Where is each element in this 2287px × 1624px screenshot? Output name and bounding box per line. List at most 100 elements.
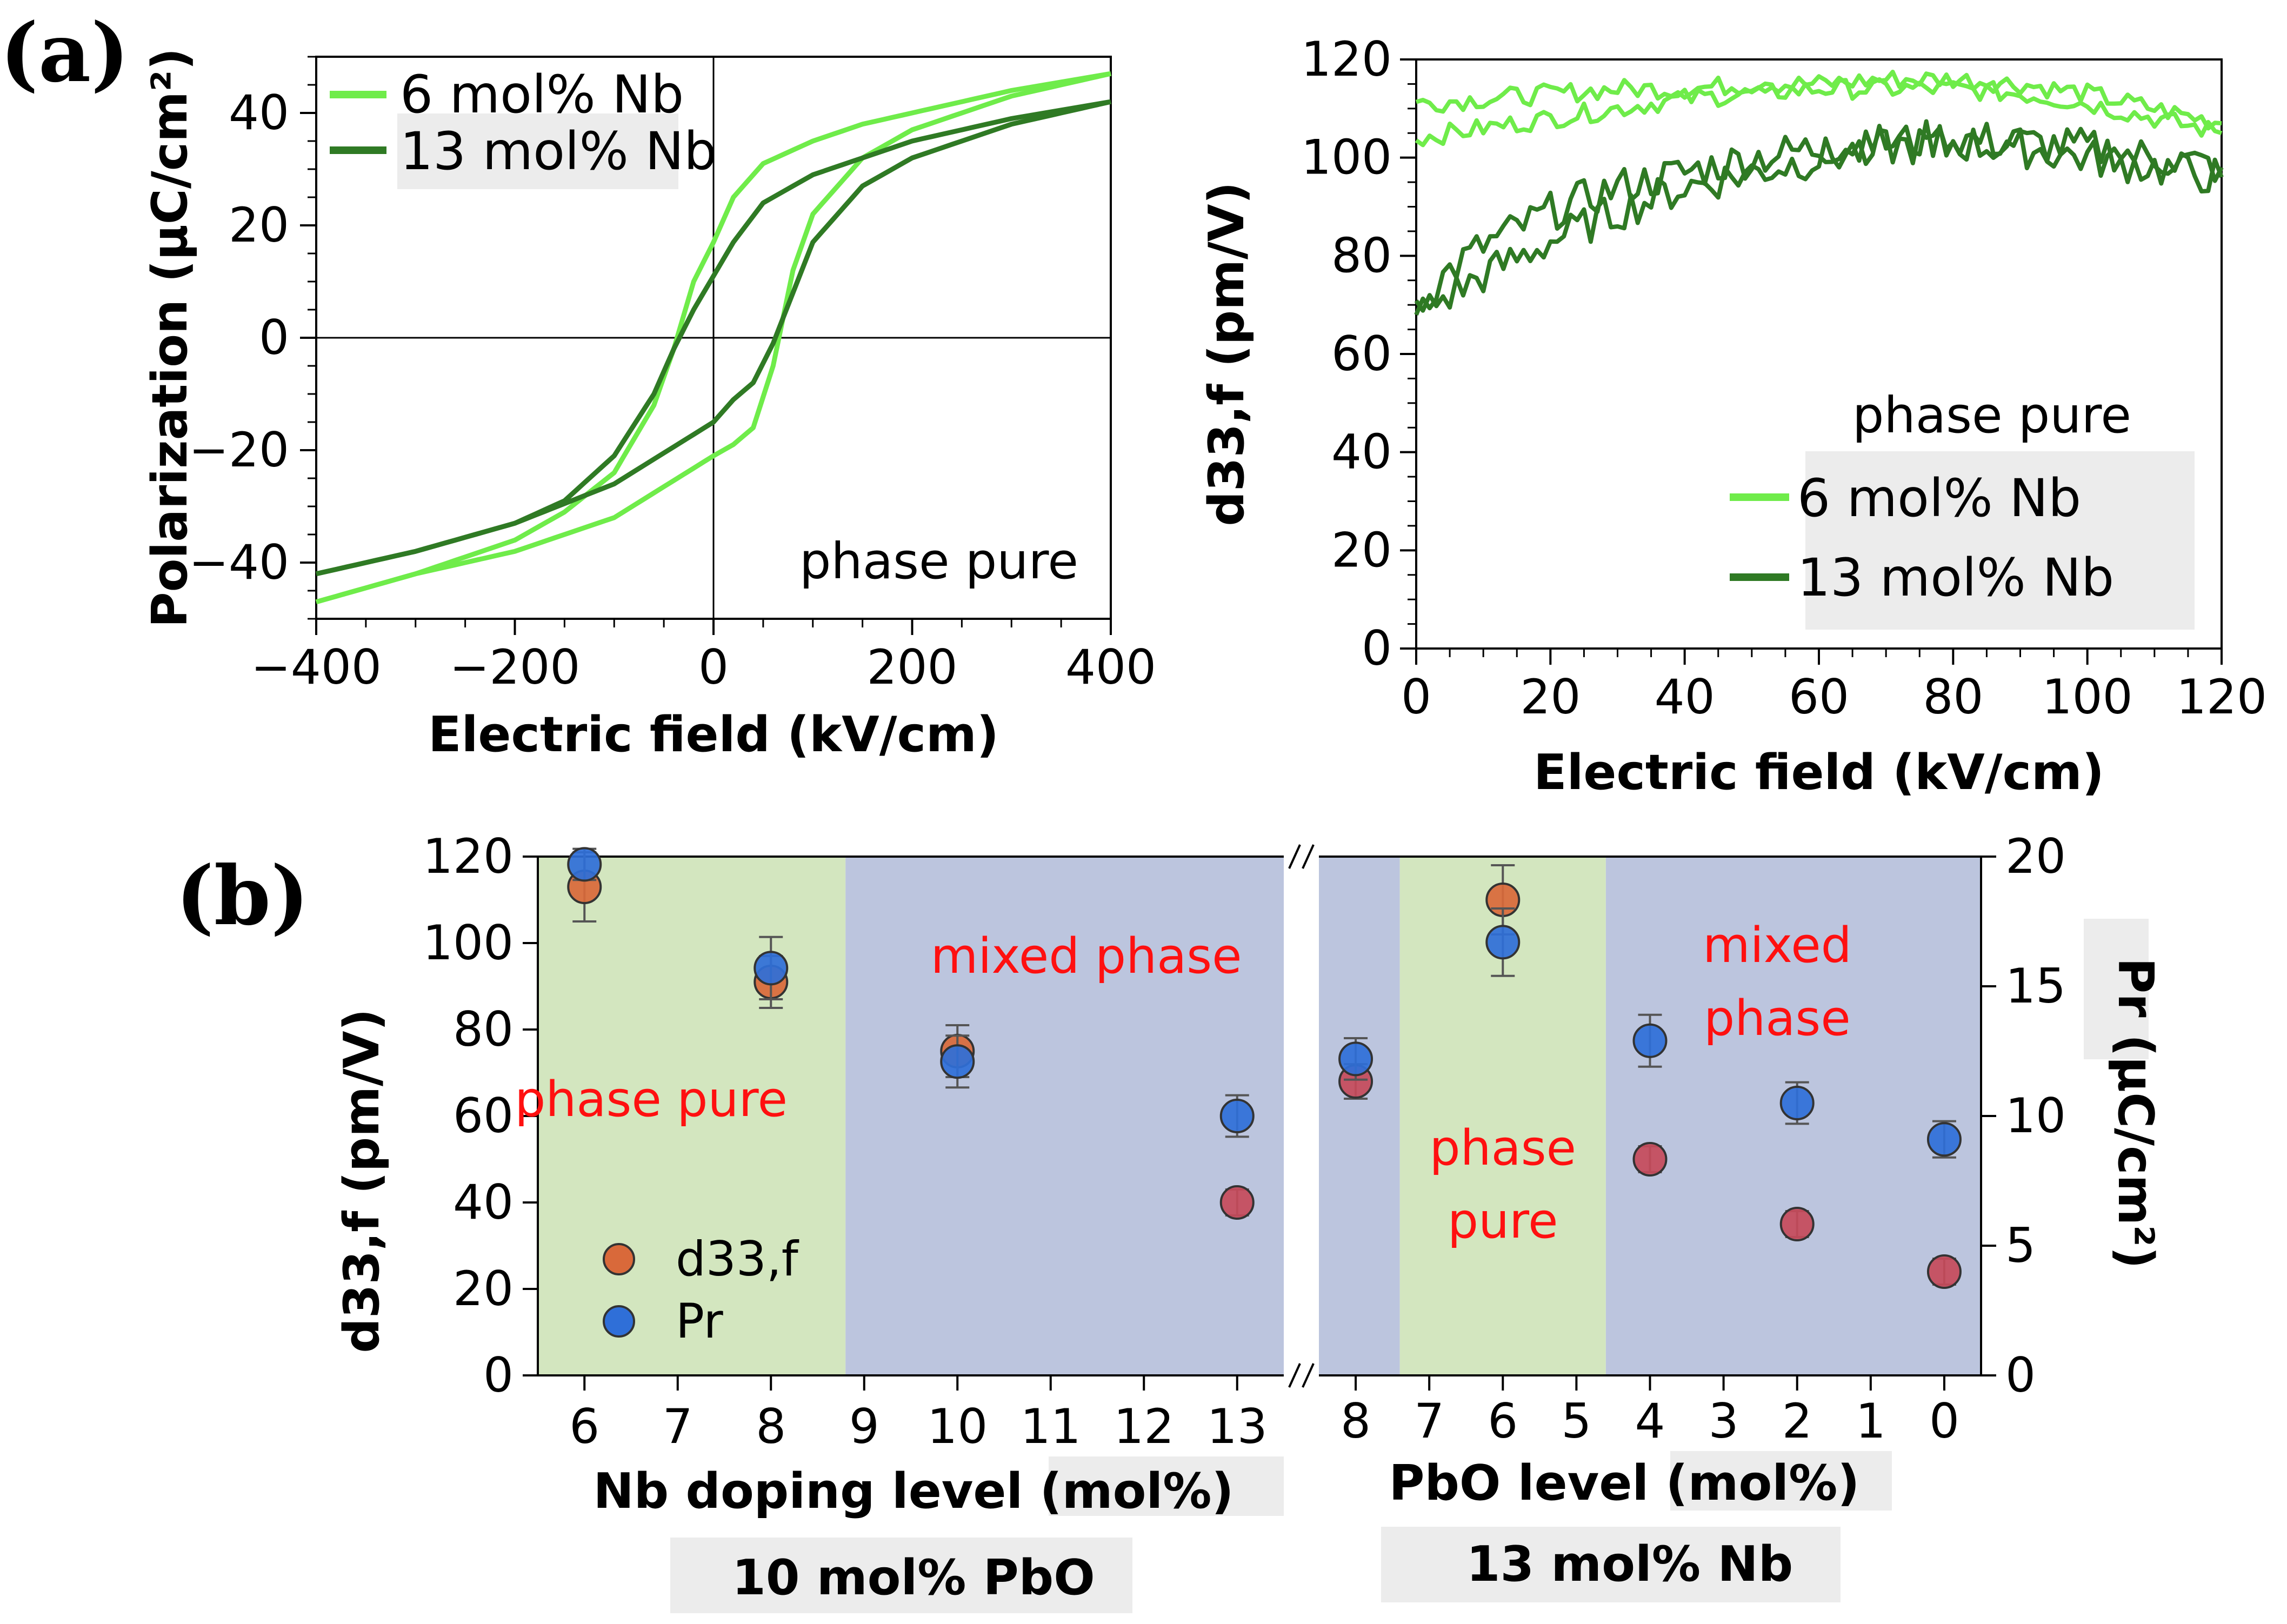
y-tick-label: 20 [1331,522,1392,578]
y-tick-label-left: 80 [453,1001,514,1057]
pr-point [1926,1122,1962,1157]
x-tick-label-right: 7 [1414,1393,1444,1449]
d33-point [1926,1254,1962,1289]
legend-background [1805,451,2195,630]
x-tick-label-right: 3 [1709,1393,1739,1449]
a-right-lines [1414,70,2224,316]
legend-background [397,113,678,189]
y-tick-label-left: 100 [423,915,514,971]
legend-label-13nb: 13 mol% Nb [400,121,717,182]
a-right-xlabel: Electric field (kV/cm) [1533,744,2104,801]
x-tick-label-left: 10 [927,1399,988,1454]
b-points [567,847,1962,1289]
d33-point [1779,1207,1815,1241]
legend-label-pr: Pr [676,1293,724,1349]
x-tick-label-left: 8 [756,1399,786,1454]
y-tick-label-left: 60 [453,1088,514,1144]
x-tick-label: 200 [867,639,958,695]
xlabel-right-bg [1670,1451,1892,1511]
d33-branch-13nb [1414,125,2224,313]
pr-point [1485,925,1521,960]
a-left-lines [315,71,1112,605]
legend-label-6nb: 6 mol% Nb [1797,468,2081,529]
b-right-ylabel: Pr (µC/cm²) [2107,958,2164,1269]
a-left-ylabel: Polarization (µC/cm²) [142,48,198,628]
sublabel-left-bg [670,1538,1132,1613]
a-right-ylabel: d33,f (pm/V) [1198,182,1255,526]
region-label: mixed phase [931,928,1242,985]
b-left-ylabel: d33,f (pm/V) [334,1008,390,1353]
d33-point [1632,1142,1668,1177]
x-tick-label-right: 8 [1341,1393,1371,1449]
ylabel-right-bg [2084,919,2149,1059]
x-tick-label-right: 0 [1929,1393,1959,1449]
y-tick-label: 40 [229,85,289,141]
b-right-sublabel: 13 mol% Nb [1466,1536,1793,1593]
x-tick-label: 20 [1520,669,1581,725]
x-tick-label-right: 2 [1782,1393,1812,1449]
a-left-legend: 6 mol% Nb 13 mol% Nb [330,64,717,189]
x-tick-label-left: 7 [663,1399,693,1454]
pr-point [567,847,602,882]
y-tick-label: 0 [1362,620,1392,676]
x-tick-label-left: 11 [1021,1399,1081,1454]
y-tick-label: 120 [1301,31,1392,87]
legend-marker-pr [603,1305,635,1338]
a-left-xlabel: Electric field (kV/cm) [428,706,999,763]
y-tick-label-left: 0 [483,1347,514,1403]
b-regions [538,857,1981,1375]
x-tick-label: 0 [1401,669,1431,725]
y-tick-label: −20 [189,422,289,478]
y-tick-label-left: 20 [453,1261,514,1316]
legend-label-13nb: 13 mol% Nb [1797,547,2114,608]
a-right-annotation: phase pure [1852,386,2131,444]
axis-break-mark [1302,1363,1315,1388]
x-tick-label: −400 [251,639,382,695]
x-tick-label: 120 [2176,669,2267,725]
y-tick-label-right: 20 [2005,828,2066,884]
xlabel-left-bg [1049,1456,1284,1516]
y-tick-label-right: 10 [2005,1088,2066,1144]
x-tick-label: 40 [1655,669,1715,725]
sublabel-right-bg [1381,1527,1841,1602]
y-tick-label-left: 40 [453,1174,514,1230]
hysteresis-branch-13nb [315,99,1112,577]
region-pure [538,857,846,1375]
x-tick-label-right: 4 [1635,1393,1665,1449]
x-tick-label: −200 [450,639,581,695]
x-tick-label: 60 [1789,669,1849,725]
y-tick-label: 100 [1301,130,1392,185]
x-tick-label: 400 [1065,639,1156,695]
y-tick-label: 60 [1331,326,1392,382]
panel-a-label: (a) [0,5,129,101]
pr-point [1779,1086,1815,1120]
legend-label-d33: d33,f [676,1231,799,1287]
pr-point [1219,1099,1255,1133]
panel-b-label: (b) [176,848,309,944]
y-tick-label: −40 [189,534,289,590]
y-tick-label: 20 [229,197,289,253]
hysteresis-branch-6nb [315,71,1111,605]
x-tick-label-left: 12 [1114,1399,1174,1454]
d33-branch-6nb [1415,77,2223,148]
d33-point [1219,1185,1255,1220]
y-tick-label-right: 5 [2005,1218,2036,1273]
d33-field-chart: 0 20 40 60 80 100 120 0 20 40 60 80 100 120 phase pur… [1198,31,2267,801]
axis-break-mark [1288,1363,1301,1388]
pr-point [1338,1041,1373,1077]
x-tick-label-right: 6 [1488,1393,1518,1449]
region-label-line: phase [1429,1120,1576,1177]
pr-point [940,1044,975,1079]
legend-marker-d33 [603,1243,635,1275]
b-right-xlabel: PbO level (mol%) [1389,1455,1860,1512]
y-tick-label-right: 0 [2005,1347,2036,1403]
region-label: phase pure [515,1071,788,1128]
legend-label-6nb: 6 mol% Nb [400,64,684,125]
x-tick-label: 100 [2042,669,2133,725]
pr-point [1632,1023,1668,1058]
region-label-line: mixed [1703,917,1852,974]
